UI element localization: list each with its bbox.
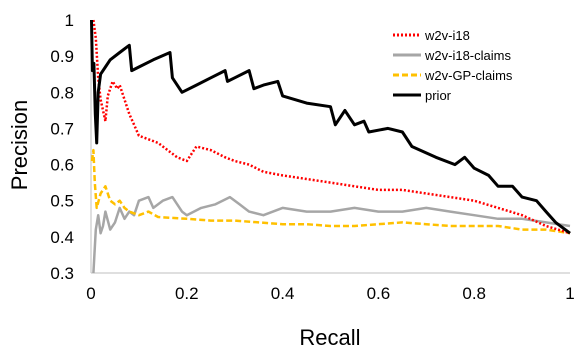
chart-series <box>90 19 571 274</box>
x-tick-label: 1 <box>565 284 574 303</box>
series-line-w2v-i18-claims <box>92 195 571 274</box>
x-tick-label: 0.6 <box>367 284 391 303</box>
y-tick-label: 0.8 <box>50 83 74 102</box>
y-tick-label: 0.4 <box>50 228 74 247</box>
legend-label: w2v-i18-claims <box>424 48 511 63</box>
y-axis-title: Precision <box>7 100 32 190</box>
x-tick-label: 0.8 <box>462 284 486 303</box>
legend-label: w2v-i18 <box>424 28 470 43</box>
legend-label: prior <box>425 88 452 103</box>
chart-legend: w2v-i18 w2v-i18-claims w2v-GP-claims prior <box>393 28 513 103</box>
y-tick-label: 1 <box>65 11 74 30</box>
series-line-w2v-GP-claims <box>90 148 571 235</box>
y-tick-label: 0.9 <box>50 47 74 66</box>
y-tick-label: 0.6 <box>50 156 74 175</box>
x-tick-label: 0.2 <box>175 284 199 303</box>
legend-label: w2v-GP-claims <box>424 68 513 83</box>
y-tick-label: 0.5 <box>50 192 74 211</box>
y-tick-label: 0.3 <box>50 264 74 283</box>
x-tick-label: 0.4 <box>271 284 295 303</box>
x-axis-title: Recall <box>299 325 360 350</box>
y-tick-label: 0.7 <box>50 119 74 138</box>
x-tick-label: 0 <box>86 284 95 303</box>
chart-ticks: 0 0.2 0.4 0.6 0.8 1 0.3 0.4 0.5 0.6 0.7 0.8 0.9 1 <box>50 11 574 303</box>
series-line-prior <box>90 19 571 235</box>
